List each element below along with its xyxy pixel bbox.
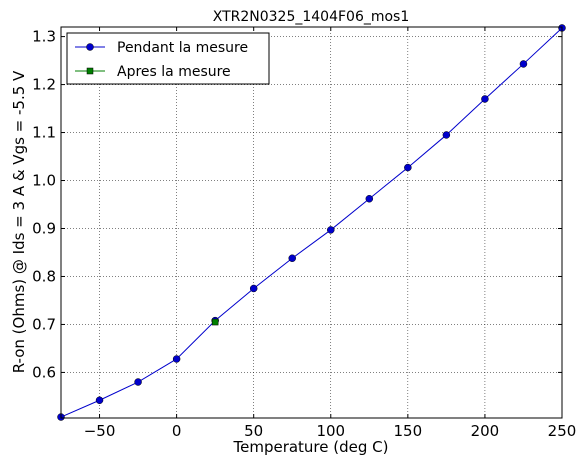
data-point [442,131,451,139]
axis-ticks: −50 0 50 100 150 200 250 0.6 0.7 0.8 0.9 1.0 1.1 1.2 1… [32,27,576,440]
series-apres [211,318,219,326]
x-tick-label: 250 [548,422,577,440]
data-point [365,195,374,203]
y-tick-label: 1.3 [32,28,56,46]
x-tick-label: 50 [244,422,263,440]
data-point [134,378,142,386]
plot-frame [60,26,563,419]
x-tick-label: −50 [84,422,116,440]
y-tick-label: 1.1 [32,124,56,142]
data-point [211,318,219,326]
series-line [60,27,563,418]
chart-title: XTR2N0325_1404F06_mos1 [213,9,410,25]
data-point [404,163,412,172]
y-axis-label: R-on (Ohms) @ Ids = 3 A & Vgs = -5.5 V [10,70,28,373]
y-tick-label: 1.0 [32,172,56,190]
data-point [172,355,181,363]
legend-box [66,32,270,85]
x-axis-label: Temperature (deg C) [232,438,388,456]
data-point [288,254,296,262]
legend-label-apres: Apres la mesure [117,64,231,80]
y-tick-label: 0.9 [32,219,56,237]
data-point [327,226,335,234]
data-point [481,95,489,103]
y-tick-label: 0.6 [32,363,56,381]
legend-label-pendant: Pendant la mesure [117,40,248,56]
y-tick-label: 0.8 [32,267,56,285]
data-point [519,60,528,68]
x-tick-label: 200 [471,422,500,440]
legend-marker-apres [86,67,94,75]
data-series [57,24,566,421]
legend: Pendant la mesure Apres la mesure [66,32,270,85]
x-tick-label: 150 [394,422,423,440]
data-point [249,284,258,293]
x-tick-label: 0 [172,422,182,440]
series-pendant [57,24,566,421]
legend-marker-pendant [86,43,94,51]
x-tick-label: 100 [316,422,345,440]
y-tick-label: 0.7 [32,315,56,333]
y-tick-label: 1.2 [32,76,56,94]
data-point [95,396,104,404]
